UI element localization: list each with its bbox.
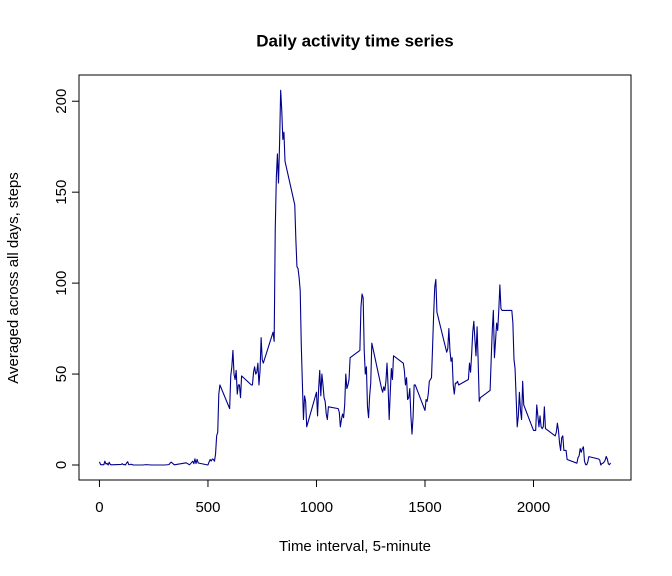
data-line [98,89,612,466]
y-tick-label: 50 [53,366,70,383]
chart-title: Daily activity time series [256,31,454,50]
x-tick-label: 2000 [517,499,550,516]
y-tick-label: 100 [53,271,70,296]
y-tick-label: 150 [53,180,70,205]
x-tick-label: 1000 [300,499,333,516]
plot-frame [78,74,632,481]
y-tick-label: 0 [53,461,70,469]
x-tick-label: 0 [95,499,103,516]
x-tick-label: 500 [195,499,220,516]
y-tick-label: 200 [53,89,70,114]
y-axis-label: Averaged across all days, steps [5,172,22,384]
x-axis-label: Time interval, 5-minute [279,538,431,555]
x-tick-label: 1500 [408,499,441,516]
